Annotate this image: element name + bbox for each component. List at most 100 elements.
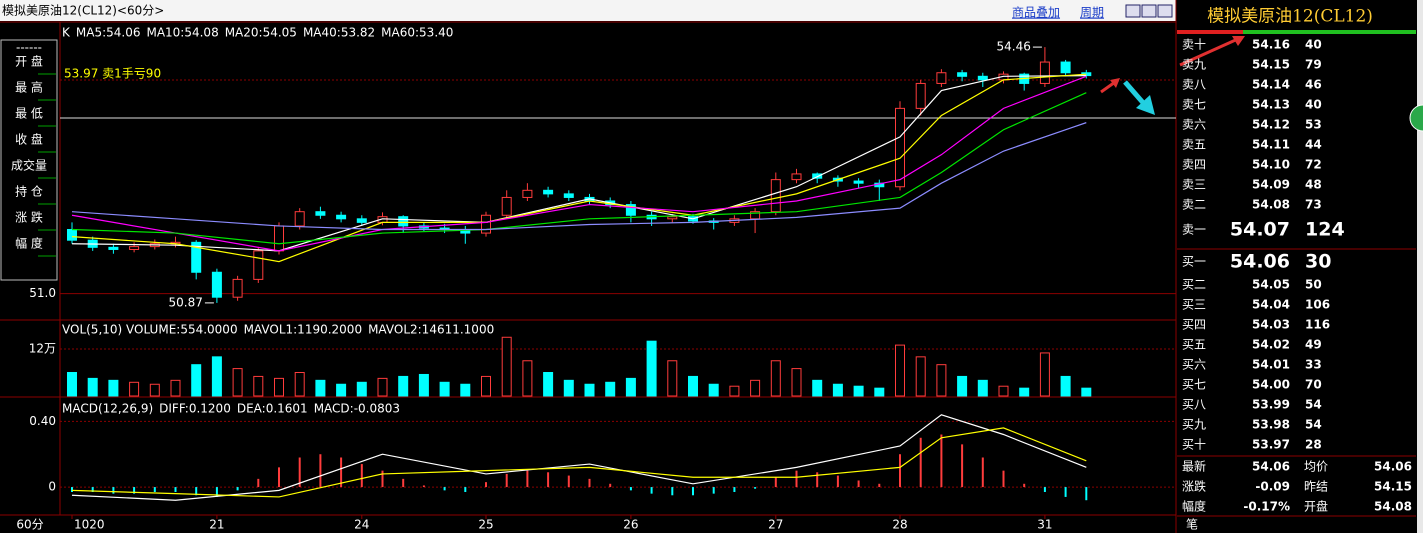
volume-bar — [87, 377, 98, 397]
book-qty: 124 — [1305, 219, 1345, 241]
x-tick-label: 28 — [892, 518, 907, 532]
arrow-head — [1136, 95, 1155, 115]
stat-cell: 最新 — [1182, 459, 1206, 474]
book-price: 54.12 — [1252, 118, 1290, 132]
stat-cell: -0.09 — [1255, 480, 1290, 494]
period-button[interactable]: 周期 — [1080, 6, 1104, 20]
volume-bar — [336, 383, 347, 397]
volume-bar — [750, 379, 761, 397]
book-qty: 73 — [1305, 198, 1322, 212]
book-qty: 28 — [1305, 438, 1322, 452]
volume-bar — [1081, 387, 1092, 397]
btn-left[interactable] — [1125, 4, 1141, 18]
candle-body — [853, 180, 864, 184]
book-name: 卖三 — [1182, 178, 1206, 192]
book-name: 卖一 — [1182, 223, 1206, 237]
y-tick-label: 0 — [48, 480, 56, 494]
volume-bar — [791, 368, 802, 397]
volume-bar — [729, 385, 740, 397]
book-name: 买七 — [1182, 378, 1206, 392]
indicator-line — [71, 427, 1087, 498]
stat-cell: 54.08 — [1374, 500, 1412, 514]
volume-bar — [957, 375, 968, 397]
low-label: 50.87 — [169, 295, 203, 309]
candle-body — [791, 173, 802, 181]
book-price: 54.05 — [1252, 278, 1290, 292]
arrow-head — [1232, 36, 1245, 46]
book-price: 54.06 — [1230, 251, 1290, 273]
volume-bar — [211, 356, 222, 397]
volume-bar — [853, 385, 864, 397]
float-button[interactable] — [1409, 104, 1423, 132]
stat-cell: 昨结 — [1304, 480, 1328, 494]
book-price: 54.09 — [1252, 178, 1290, 192]
x-tick-label: 21 — [209, 518, 224, 532]
candle-body — [895, 107, 905, 188]
legend-item: MAVOL1:1190.2000 — [244, 323, 363, 337]
candle-body — [315, 211, 326, 216]
volume-bar — [584, 383, 595, 397]
annotations — [1100, 36, 1245, 115]
volume-bar — [770, 360, 781, 397]
legend-item: MA40:53.82 — [303, 26, 375, 40]
book-qty: 53 — [1305, 118, 1322, 132]
y-tick-label: 51.0 — [29, 286, 56, 300]
btn-right[interactable] — [1157, 4, 1173, 18]
candle-body — [1060, 61, 1071, 74]
book-price: 54.01 — [1252, 358, 1290, 372]
book-name: 卖五 — [1182, 138, 1206, 152]
scrollbar[interactable] — [1417, 0, 1423, 533]
candle-body — [274, 225, 284, 252]
order-note: 53.97 卖1手亏90 — [64, 67, 161, 81]
btn-mid[interactable] — [1141, 4, 1157, 18]
y-tick-label: 0.40 — [29, 414, 56, 428]
candle-body — [398, 216, 409, 227]
book-price: 54.07 — [1230, 219, 1290, 241]
book-footer: 笔 — [1186, 517, 1198, 532]
legend-item: MA5:54.06 — [76, 26, 141, 40]
volume-bar — [356, 381, 367, 397]
book-qty: 54 — [1305, 418, 1322, 432]
volume-bar — [501, 336, 512, 397]
candle-body — [812, 173, 823, 179]
overlay-button[interactable]: 商品叠加 — [1012, 5, 1060, 20]
info-divider: ------ — [16, 41, 42, 55]
book-title: 模拟美原油12(CL12) — [1207, 7, 1373, 27]
candle-body — [253, 250, 264, 280]
volume-bar — [232, 368, 243, 397]
volume-bar — [977, 379, 988, 397]
stat-cell: 幅度 — [1182, 499, 1206, 514]
stat-cell: 均价 — [1304, 460, 1328, 474]
volume-bar — [67, 372, 77, 397]
book-price: 54.14 — [1252, 78, 1290, 92]
book-price: 53.98 — [1252, 418, 1290, 432]
volume-bar — [543, 372, 554, 397]
info-label: 持 仓 — [15, 184, 43, 199]
volume-bar — [1019, 387, 1030, 397]
volume-bar — [1039, 352, 1050, 397]
info-label: 幅 度 — [15, 236, 43, 251]
volume-bar — [936, 364, 947, 397]
book-bar-red — [1177, 30, 1243, 34]
volume-bar — [108, 379, 119, 397]
book-bar-green — [1243, 30, 1416, 34]
indicator-line — [71, 122, 1087, 231]
book-price: 54.13 — [1252, 98, 1290, 112]
volume-bar — [149, 383, 160, 397]
volume-bar — [605, 381, 616, 397]
arrow-cyan — [1123, 80, 1147, 107]
book-qty: 79 — [1305, 58, 1322, 72]
candle-body — [356, 218, 367, 223]
volume-bar — [646, 340, 657, 397]
volume-bar — [688, 375, 698, 397]
stat-cell: -0.17% — [1243, 500, 1290, 514]
book-name: 买八 — [1182, 398, 1206, 412]
info-label: 成交量 — [11, 158, 47, 173]
legend-item: MA10:54.08 — [146, 26, 218, 40]
volume-bar — [895, 344, 905, 397]
volume-bar — [563, 379, 574, 397]
